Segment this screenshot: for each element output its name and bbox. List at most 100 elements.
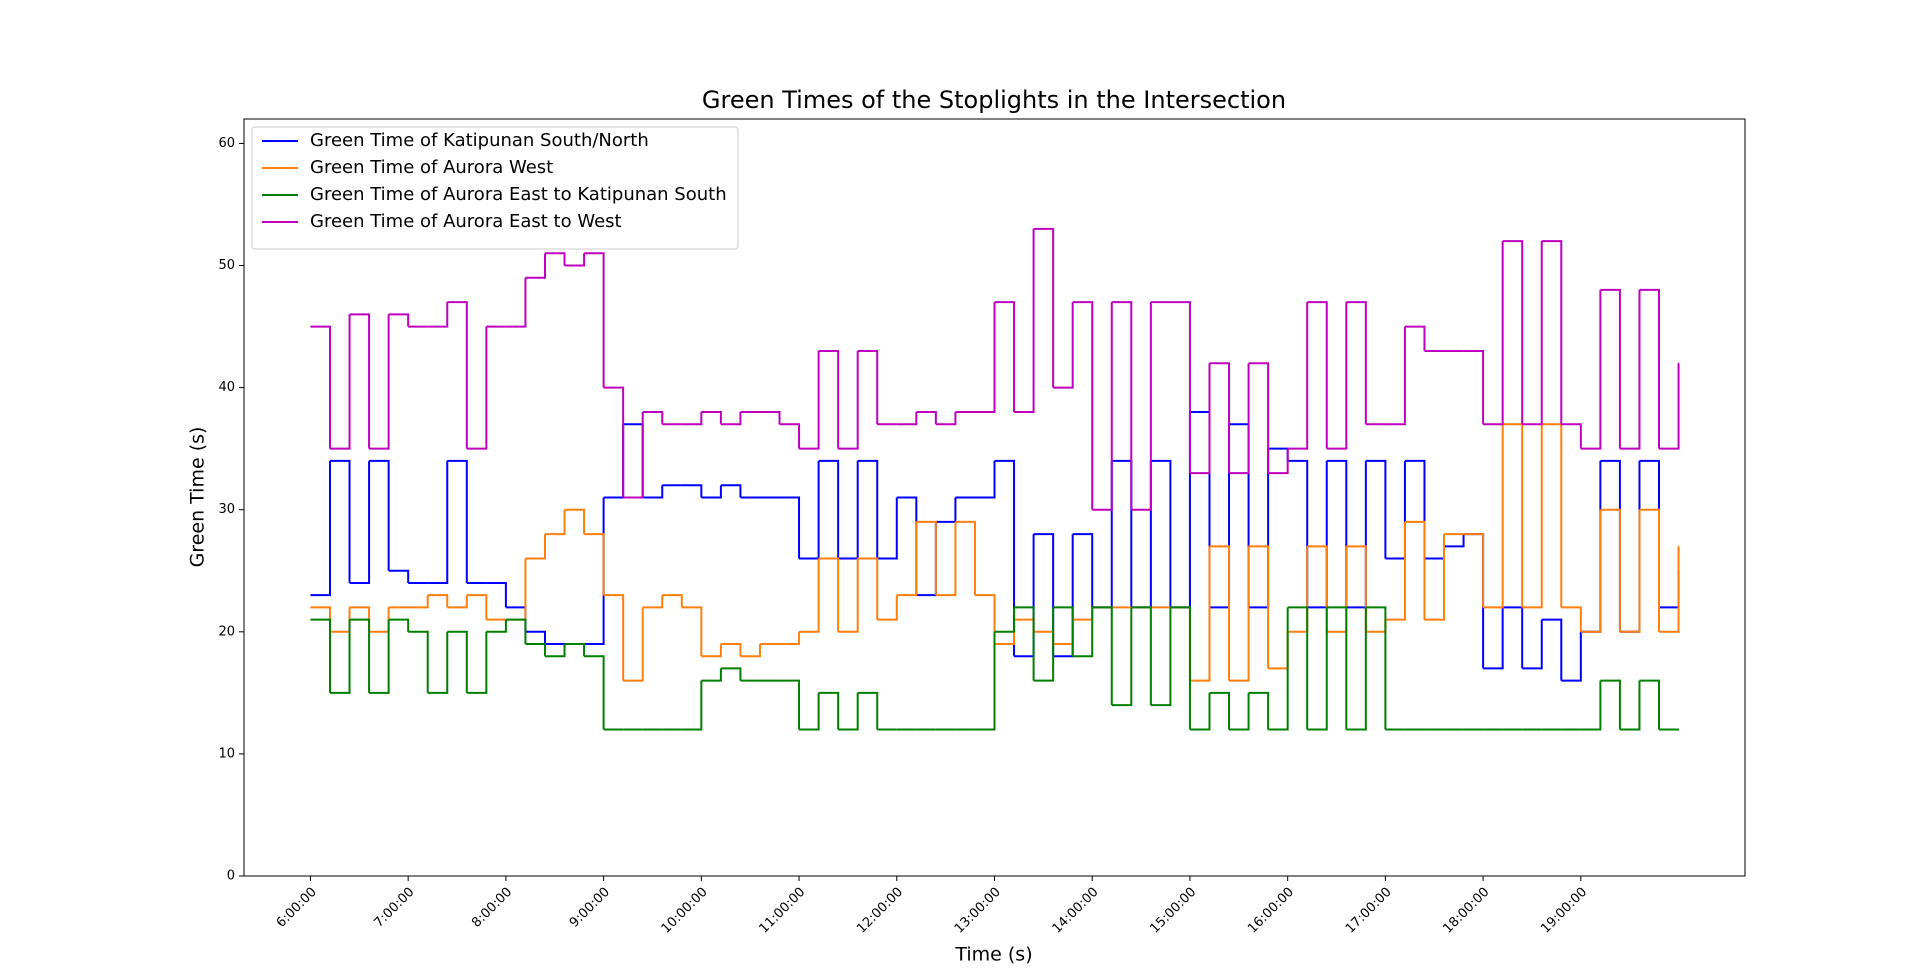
line-step — [1385, 326, 1406, 426]
line-step — [1600, 288, 1621, 449]
line-step — [1561, 631, 1582, 682]
line-step — [1483, 607, 1504, 670]
y-tick-label: 20 — [218, 624, 235, 639]
line-step — [1561, 423, 1582, 449]
line-step — [603, 594, 625, 681]
line-step — [1580, 509, 1602, 633]
chart-title: Green Times of the Stoplights in the Int… — [702, 86, 1286, 114]
line-step — [1072, 607, 1094, 621]
line-step — [1502, 606, 1524, 669]
plot-area — [310, 227, 1680, 731]
line-step — [1365, 619, 1387, 633]
line-step — [1072, 607, 1094, 658]
line-step — [603, 386, 625, 498]
line-step — [408, 630, 429, 693]
legend-label: Green Time of Aurora East to Katipunan S… — [310, 184, 727, 205]
line-step — [349, 618, 371, 693]
line-step — [1326, 459, 1348, 608]
line-step — [1248, 691, 1270, 730]
line-step — [1014, 228, 1035, 414]
line-step — [1033, 533, 1055, 657]
line-step — [1326, 302, 1348, 450]
line-step — [818, 349, 840, 449]
line-step — [799, 460, 820, 560]
line-step — [838, 692, 859, 731]
line-step — [935, 412, 957, 426]
line-step — [564, 253, 586, 267]
line-step — [1189, 363, 1211, 475]
line-step — [1346, 545, 1367, 632]
line-step — [857, 349, 879, 425]
line-step — [1619, 509, 1641, 633]
line-step — [1033, 607, 1055, 682]
line-step — [349, 313, 371, 449]
legend-label: Green Time of Aurora East to West — [310, 211, 622, 232]
line-step — [1639, 508, 1661, 632]
line-step — [1619, 289, 1641, 450]
line-step — [818, 691, 840, 730]
line-step — [1502, 423, 1524, 608]
line-step — [349, 460, 371, 584]
line-step — [1053, 534, 1074, 658]
line-step — [466, 594, 488, 620]
line-step — [388, 569, 410, 583]
line-step — [916, 411, 937, 425]
line-step — [1346, 607, 1367, 731]
line-step — [447, 630, 468, 693]
axes-frame — [243, 118, 1746, 877]
line-step — [1131, 606, 1152, 706]
x-tick-label: 7:00:00 — [371, 885, 417, 931]
line-step — [877, 497, 898, 560]
line-step — [1131, 460, 1152, 609]
line-step — [1522, 619, 1543, 670]
line-step — [1014, 606, 1035, 681]
line-step — [584, 497, 605, 646]
line-step — [1522, 241, 1543, 426]
line-step — [1619, 680, 1641, 731]
y-tick-label: 50 — [218, 258, 235, 273]
line-step — [447, 301, 468, 449]
line-step — [779, 496, 801, 559]
line-step — [1541, 618, 1563, 681]
line-step — [1346, 460, 1367, 609]
legend: Green Time of Katipunan South/North Green… — [251, 126, 739, 250]
line-step — [1189, 546, 1211, 682]
line-step — [329, 459, 351, 583]
line-step — [701, 644, 722, 658]
line-step — [1365, 606, 1387, 730]
line-step — [1287, 302, 1309, 450]
line-step — [1307, 607, 1328, 731]
line-step — [662, 594, 683, 608]
y-tick-label: 40 — [218, 380, 235, 395]
line-step — [701, 485, 722, 499]
line-step — [1600, 508, 1621, 632]
line-step — [1326, 606, 1348, 730]
line-step — [720, 484, 742, 498]
line-step — [1580, 289, 1602, 450]
line-step — [955, 520, 976, 596]
line-step — [369, 619, 390, 694]
line-step — [1229, 423, 1250, 608]
line-step — [427, 631, 449, 694]
line-step — [1307, 460, 1328, 609]
line-step — [505, 558, 527, 621]
line-step — [1072, 533, 1094, 608]
line-step — [1111, 459, 1133, 608]
line-step — [935, 497, 957, 523]
legend-label: Green Time of Aurora West — [310, 157, 553, 178]
line-step — [1385, 460, 1406, 560]
x-tick-label: 19:00:00 — [1538, 885, 1590, 937]
legend-box — [251, 126, 739, 250]
line-step — [1014, 534, 1035, 658]
x-tick-label: 8:00:00 — [469, 885, 515, 931]
line-step — [544, 509, 566, 536]
line-step — [505, 277, 527, 328]
line-step — [1424, 534, 1446, 621]
y-tick-label: 0 — [227, 869, 235, 884]
series-line — [310, 227, 1680, 511]
line-step — [447, 595, 468, 609]
line-step — [1639, 288, 1661, 449]
line-step — [310, 325, 331, 449]
line-step — [779, 423, 801, 449]
